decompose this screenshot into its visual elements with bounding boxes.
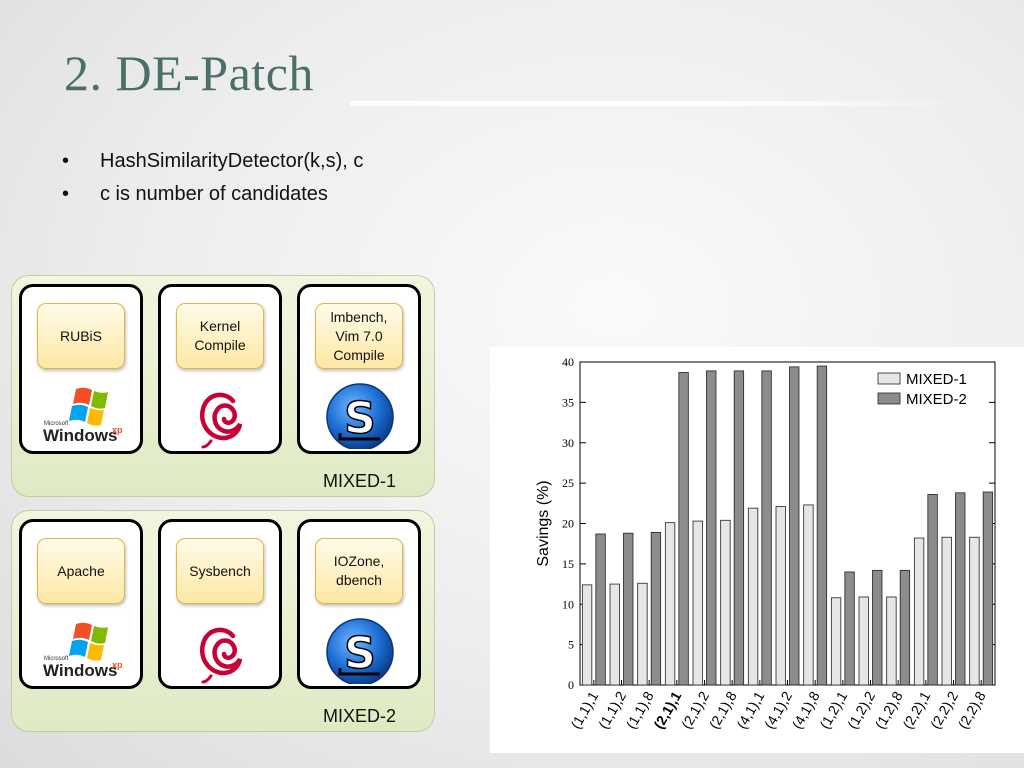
bar-mixed-2-13 [927, 494, 938, 686]
bar-mixed-2-5 [706, 370, 717, 686]
bar-mixed-2-1 [595, 533, 606, 686]
y-tick-label: 5 [568, 638, 574, 652]
workload-box: IOZone, dbench [315, 538, 403, 604]
workload-box: RUBiS [37, 303, 125, 369]
vm-box: RUBiS Microsoft Windows xp [19, 284, 143, 454]
bullet-marker: • [62, 150, 70, 172]
debian-icon [199, 392, 243, 449]
vm-box: lmbench, Vim 7.0 Compile S [297, 284, 421, 454]
bar-mixed-1-10 [830, 597, 842, 686]
bar-mixed-1-12 [886, 596, 897, 686]
bar-mixed-2-9 [816, 365, 828, 686]
legend-swatch-mixed-1 [877, 372, 901, 385]
y-tick-label: 10 [562, 597, 574, 611]
slackware-icon: S [326, 618, 394, 684]
workload-box: lmbench, Vim 7.0 Compile [315, 303, 403, 369]
bullet-text: HashSimilarityDetector(k,s), c [100, 150, 364, 172]
title-underline [350, 101, 970, 106]
logo-xp-text: xp [112, 660, 122, 670]
mixed-1-label: MIXED-1 [322, 471, 396, 491]
bullet-list: • HashSimilarityDetector(k,s), c • c is nu… [62, 150, 363, 216]
y-tick-label: 40 [562, 355, 574, 369]
bar-mixed-1-4 [664, 522, 676, 686]
bar-mixed-1-5 [692, 520, 703, 686]
bar-mixed-2-8 [789, 366, 800, 686]
vm-box: IOZone, dbench S [297, 519, 421, 689]
bar-mixed-2-14 [955, 492, 966, 686]
legend-label-mixed-1: MIXED-1 [906, 371, 967, 388]
bar-mixed-2-15 [982, 491, 994, 686]
debian-icon [199, 627, 243, 684]
logo-windows-text: Windows [43, 661, 117, 680]
y-axis-label: Savings (%) [535, 480, 552, 566]
bar-mixed-2-6 [733, 370, 745, 686]
legend-swatch-mixed-2 [877, 392, 901, 405]
y-tick-label: 20 [562, 517, 574, 531]
bar-mixed-1-7 [747, 507, 759, 686]
logo-slack-text: S [344, 628, 376, 679]
logo-xp-text: xp [112, 425, 122, 435]
workload-box: Kernel Compile [176, 303, 264, 369]
logo-windows-text: Windows [43, 426, 117, 445]
mixed-1-panel: RUBiS Microsoft Windows xp Kernel Compil… [11, 275, 435, 497]
bar-mixed-1-6 [720, 519, 731, 686]
bar-mixed-2-2 [623, 532, 634, 686]
y-tick-label: 25 [562, 476, 574, 490]
bar-mixed-2-7 [761, 370, 772, 686]
bar-mixed-1-15 [969, 536, 980, 686]
bar-mixed-1-14 [941, 536, 952, 686]
bar-mixed-2-12 [899, 569, 911, 686]
bar-mixed-2-11 [872, 569, 883, 686]
bar-mixed-2-3 [650, 531, 662, 686]
x-tick-label: (2,2),8 [955, 688, 989, 731]
bar-mixed-2-4 [678, 372, 689, 686]
bar-mixed-2-10 [844, 571, 855, 686]
logo-slack-text: S [344, 393, 376, 444]
vm-box: Apache Microsoft Windows xp [19, 519, 143, 689]
bar-mixed-1-9 [803, 504, 814, 686]
bar-mixed-1-2 [609, 583, 620, 686]
bar-mixed-1-13 [913, 537, 925, 686]
bullet-text: c is number of candidates [100, 183, 328, 205]
legend-label-mixed-2: MIXED-2 [906, 391, 967, 408]
bullet-marker: • [62, 183, 70, 205]
windows-xp-icon: Microsoft Windows xp [43, 387, 122, 445]
bar-mixed-1-3 [637, 582, 648, 686]
vm-box: Sysbench [158, 519, 282, 689]
workload-box: Apache [37, 538, 125, 604]
bar-mixed-1-1 [581, 584, 593, 686]
slide-title: 2. DE-Patch [64, 45, 314, 101]
plot-frame [579, 361, 996, 686]
y-tick-label: 15 [562, 557, 574, 571]
bar-mixed-1-11 [858, 596, 869, 686]
mixed-2-label: MIXED-2 [322, 706, 396, 726]
y-tick-label: 30 [562, 436, 574, 450]
y-tick-label: 35 [562, 395, 574, 409]
mixed-2-panel: Apache Microsoft Windows xp Sysbench IOZ… [11, 510, 435, 732]
vm-box: Kernel Compile [158, 284, 282, 454]
logo-microsoft-text: Microsoft [44, 656, 69, 662]
windows-xp-icon: Microsoft Windows xp [43, 622, 122, 680]
bar-mixed-1-8 [775, 506, 786, 686]
workload-box: Sysbench [176, 538, 264, 604]
bullet-item: • c is number of candidates [62, 183, 363, 216]
savings-chart-panel: 0 5 10 15 20 25 30 35 40 Savings (%) (1,1),1 (1,1),… [490, 347, 1024, 753]
logo-microsoft-text: Microsoft [44, 421, 69, 427]
slackware-icon: S [326, 383, 394, 449]
y-tick-label: 0 [568, 678, 574, 692]
bullet-item: • HashSimilarityDetector(k,s), c [62, 150, 363, 183]
